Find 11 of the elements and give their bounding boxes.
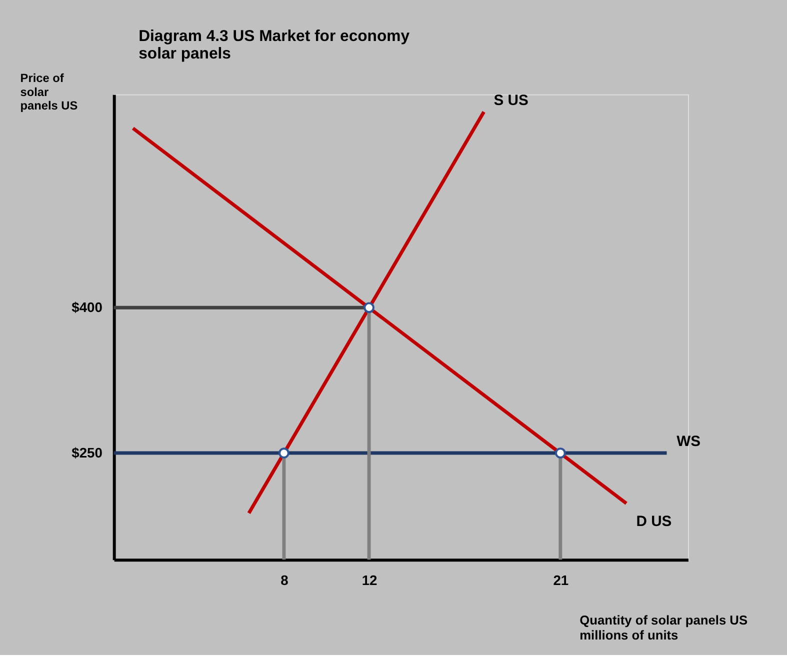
series-label: S US [494, 92, 528, 109]
x-axis-title: Quantity of solar panels US millions of units [580, 612, 748, 642]
y-tick-label: $400 [72, 299, 103, 316]
y-axis-title: Price of solar panels US [20, 70, 78, 113]
x-tick-label: 12 [362, 572, 378, 588]
series-label: D US [636, 514, 672, 530]
y-tick-label: $250 [72, 444, 103, 460]
x-tick-label: 21 [553, 572, 569, 588]
series-label: WS [676, 434, 701, 450]
chart-title: Diagram 4.3 US Market for economy solar panels [138, 28, 410, 63]
x-tick-label: 8 [280, 572, 289, 588]
